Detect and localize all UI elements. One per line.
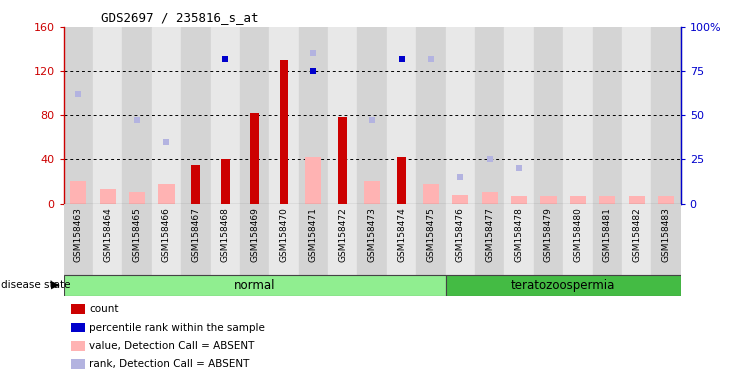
Text: value, Detection Call = ABSENT: value, Detection Call = ABSENT xyxy=(89,341,254,351)
Text: GSM158481: GSM158481 xyxy=(603,207,612,262)
Bar xyxy=(387,204,416,275)
Text: rank, Detection Call = ABSENT: rank, Detection Call = ABSENT xyxy=(89,359,249,369)
Bar xyxy=(152,204,181,275)
Bar xyxy=(652,27,681,204)
Bar xyxy=(622,204,652,275)
Text: GSM158468: GSM158468 xyxy=(221,207,230,262)
Bar xyxy=(563,204,592,275)
Bar xyxy=(622,27,652,204)
Bar xyxy=(397,157,406,204)
Bar xyxy=(328,204,358,275)
Text: GSM158477: GSM158477 xyxy=(485,207,494,262)
Bar xyxy=(511,196,527,204)
Bar xyxy=(534,27,563,204)
Text: GSM158467: GSM158467 xyxy=(191,207,200,262)
Bar xyxy=(475,27,504,204)
Bar xyxy=(123,204,152,275)
Bar xyxy=(446,275,681,296)
Text: percentile rank within the sample: percentile rank within the sample xyxy=(89,323,265,333)
Text: normal: normal xyxy=(234,279,275,291)
Text: GSM158470: GSM158470 xyxy=(280,207,289,262)
Bar xyxy=(387,27,416,204)
Bar xyxy=(250,113,259,204)
Bar xyxy=(482,192,497,204)
Text: GSM158480: GSM158480 xyxy=(573,207,583,262)
Bar xyxy=(446,27,475,204)
Text: GSM158466: GSM158466 xyxy=(162,207,171,262)
Bar xyxy=(93,27,123,204)
Text: GSM158463: GSM158463 xyxy=(74,207,83,262)
Bar xyxy=(129,192,145,204)
Text: GSM158464: GSM158464 xyxy=(103,207,112,262)
Bar xyxy=(152,27,181,204)
Bar xyxy=(280,60,289,204)
Bar xyxy=(298,27,328,204)
Text: GSM158475: GSM158475 xyxy=(426,207,435,262)
Bar xyxy=(592,27,622,204)
Bar xyxy=(652,204,681,275)
Bar xyxy=(534,204,563,275)
Bar xyxy=(181,204,210,275)
Text: GDS2697 / 235816_s_at: GDS2697 / 235816_s_at xyxy=(101,12,259,25)
Bar xyxy=(210,204,240,275)
Text: GSM158479: GSM158479 xyxy=(544,207,553,262)
Bar xyxy=(453,195,468,204)
Bar xyxy=(504,204,534,275)
Text: GSM158469: GSM158469 xyxy=(250,207,259,262)
Text: disease state: disease state xyxy=(1,280,70,290)
Bar xyxy=(159,184,174,204)
Bar xyxy=(540,196,557,204)
Text: count: count xyxy=(89,304,118,314)
Bar xyxy=(123,27,152,204)
Text: GSM158478: GSM158478 xyxy=(515,207,524,262)
Bar xyxy=(658,196,674,204)
Bar xyxy=(358,204,387,275)
Bar xyxy=(64,204,93,275)
Bar xyxy=(446,204,475,275)
Text: teratozoospermia: teratozoospermia xyxy=(511,279,616,291)
Bar xyxy=(416,204,446,275)
Bar xyxy=(191,165,200,204)
Bar xyxy=(93,204,123,275)
Bar xyxy=(99,189,116,204)
Bar xyxy=(181,27,210,204)
Bar xyxy=(210,27,240,204)
Text: ▶: ▶ xyxy=(52,280,60,290)
Bar xyxy=(70,182,86,204)
Bar xyxy=(64,27,93,204)
Bar xyxy=(298,204,328,275)
Bar xyxy=(364,182,380,204)
Bar xyxy=(338,118,347,204)
Bar xyxy=(358,27,387,204)
Bar xyxy=(240,204,269,275)
Bar xyxy=(328,27,358,204)
Bar xyxy=(570,196,586,204)
Text: GSM158473: GSM158473 xyxy=(367,207,377,262)
Bar xyxy=(64,275,446,296)
Text: GSM158483: GSM158483 xyxy=(661,207,670,262)
Text: GSM158471: GSM158471 xyxy=(309,207,318,262)
Bar xyxy=(475,204,504,275)
Text: GSM158474: GSM158474 xyxy=(397,207,406,262)
Bar xyxy=(423,184,439,204)
Bar xyxy=(592,204,622,275)
Bar xyxy=(628,196,645,204)
Bar xyxy=(221,159,230,204)
Bar xyxy=(599,196,616,204)
Text: GSM158476: GSM158476 xyxy=(456,207,465,262)
Text: GSM158465: GSM158465 xyxy=(132,207,141,262)
Bar xyxy=(269,204,298,275)
Text: GSM158482: GSM158482 xyxy=(632,207,641,262)
Bar xyxy=(269,27,298,204)
Bar xyxy=(240,27,269,204)
Text: GSM158472: GSM158472 xyxy=(338,207,347,262)
Bar xyxy=(416,27,446,204)
Bar xyxy=(504,27,534,204)
Bar xyxy=(563,27,592,204)
Bar xyxy=(305,157,322,204)
